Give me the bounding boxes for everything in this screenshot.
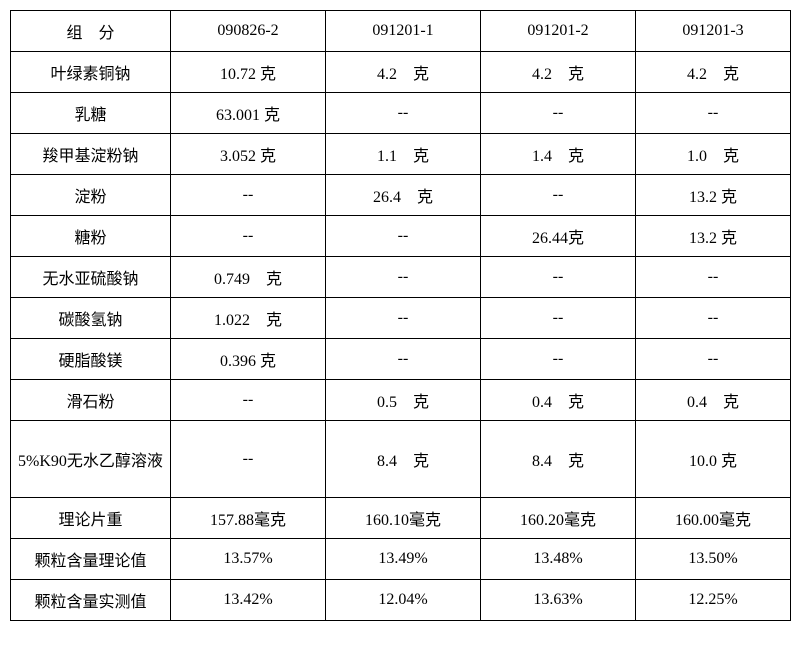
cell-value: -- — [326, 298, 481, 339]
table-row: 淀粉--26.4 克--13.2 克 — [11, 175, 791, 216]
row-label: 滑石粉 — [11, 380, 171, 421]
table-row: 乳糖63.001 克------ — [11, 93, 791, 134]
cell-value: 0.4 克 — [481, 380, 636, 421]
column-header: 组 分 — [11, 11, 171, 52]
cell-value: 4.2 克 — [481, 52, 636, 93]
cell-value: 0.4 克 — [636, 380, 791, 421]
cell-value: 10.72 克 — [171, 52, 326, 93]
cell-value: 0.749 克 — [171, 257, 326, 298]
cell-value: 1.0 克 — [636, 134, 791, 175]
column-header: 090826-2 — [171, 11, 326, 52]
row-label: 叶绿素铜钠 — [11, 52, 171, 93]
cell-value: 0.5 克 — [326, 380, 481, 421]
table-row: 5%K90无水乙醇溶液--8.4 克8.4 克10.0 克 — [11, 421, 791, 498]
cell-value: 0.396 克 — [171, 339, 326, 380]
cell-value: 160.20毫克 — [481, 498, 636, 539]
table-row: 糖粉----26.44克13.2 克 — [11, 216, 791, 257]
row-label: 硬脂酸镁 — [11, 339, 171, 380]
column-header: 091201-3 — [636, 11, 791, 52]
table-header-row: 组 分090826-2091201-1091201-2091201-3 — [11, 11, 791, 52]
table-row: 滑石粉--0.5 克0.4 克0.4 克 — [11, 380, 791, 421]
table-row: 无水亚硫酸钠0.749 克------ — [11, 257, 791, 298]
cell-value: -- — [636, 257, 791, 298]
column-header: 091201-1 — [326, 11, 481, 52]
cell-value: 10.0 克 — [636, 421, 791, 498]
row-label: 糖粉 — [11, 216, 171, 257]
cell-value: 1.022 克 — [171, 298, 326, 339]
cell-value: 8.4 克 — [326, 421, 481, 498]
table-row: 羧甲基淀粉钠3.052 克1.1 克1.4 克1.0 克 — [11, 134, 791, 175]
row-label: 淀粉 — [11, 175, 171, 216]
cell-value: -- — [326, 339, 481, 380]
cell-value: 1.4 克 — [481, 134, 636, 175]
cell-value: 157.88毫克 — [171, 498, 326, 539]
cell-value: 4.2 克 — [326, 52, 481, 93]
cell-value: -- — [481, 93, 636, 134]
row-label: 碳酸氢钠 — [11, 298, 171, 339]
cell-value: 12.25% — [636, 580, 791, 621]
cell-value: 13.2 克 — [636, 216, 791, 257]
table-row: 硬脂酸镁0.396 克------ — [11, 339, 791, 380]
cell-value: 3.052 克 — [171, 134, 326, 175]
table-row: 颗粒含量实测值13.42%12.04%13.63%12.25% — [11, 580, 791, 621]
cell-value: 13.57% — [171, 539, 326, 580]
cell-value: 26.4 克 — [326, 175, 481, 216]
cell-value: 12.04% — [326, 580, 481, 621]
row-label: 乳糖 — [11, 93, 171, 134]
cell-value: -- — [326, 216, 481, 257]
table-row: 理论片重157.88毫克160.10毫克160.20毫克160.00毫克 — [11, 498, 791, 539]
row-label: 5%K90无水乙醇溶液 — [11, 421, 171, 498]
table-body: 组 分090826-2091201-1091201-2091201-3叶绿素铜钠… — [11, 11, 791, 621]
cell-value: 13.63% — [481, 580, 636, 621]
cell-value: -- — [171, 216, 326, 257]
cell-value: -- — [326, 257, 481, 298]
cell-value: 13.48% — [481, 539, 636, 580]
cell-value: -- — [636, 93, 791, 134]
row-label: 颗粒含量实测值 — [11, 580, 171, 621]
cell-value: -- — [171, 380, 326, 421]
cell-value: 13.42% — [171, 580, 326, 621]
cell-value: 13.2 克 — [636, 175, 791, 216]
cell-value: 4.2 克 — [636, 52, 791, 93]
cell-value: 160.00毫克 — [636, 498, 791, 539]
cell-value: 13.50% — [636, 539, 791, 580]
column-header: 091201-2 — [481, 11, 636, 52]
cell-value: 26.44克 — [481, 216, 636, 257]
cell-value: 1.1 克 — [326, 134, 481, 175]
composition-table: 组 分090826-2091201-1091201-2091201-3叶绿素铜钠… — [10, 10, 791, 621]
cell-value: 8.4 克 — [481, 421, 636, 498]
table-row: 碳酸氢钠1.022 克------ — [11, 298, 791, 339]
cell-value: 63.001 克 — [171, 93, 326, 134]
cell-value: -- — [171, 175, 326, 216]
row-label: 羧甲基淀粉钠 — [11, 134, 171, 175]
cell-value: 13.49% — [326, 539, 481, 580]
cell-value: -- — [171, 421, 326, 498]
cell-value: -- — [481, 257, 636, 298]
cell-value: 160.10毫克 — [326, 498, 481, 539]
table-row: 颗粒含量理论值13.57%13.49%13.48%13.50% — [11, 539, 791, 580]
cell-value: -- — [481, 298, 636, 339]
cell-value: -- — [636, 339, 791, 380]
row-label: 无水亚硫酸钠 — [11, 257, 171, 298]
cell-value: -- — [636, 298, 791, 339]
row-label: 颗粒含量理论值 — [11, 539, 171, 580]
cell-value: -- — [481, 175, 636, 216]
cell-value: -- — [326, 93, 481, 134]
row-label: 理论片重 — [11, 498, 171, 539]
cell-value: -- — [481, 339, 636, 380]
table-row: 叶绿素铜钠10.72 克4.2 克4.2 克4.2 克 — [11, 52, 791, 93]
